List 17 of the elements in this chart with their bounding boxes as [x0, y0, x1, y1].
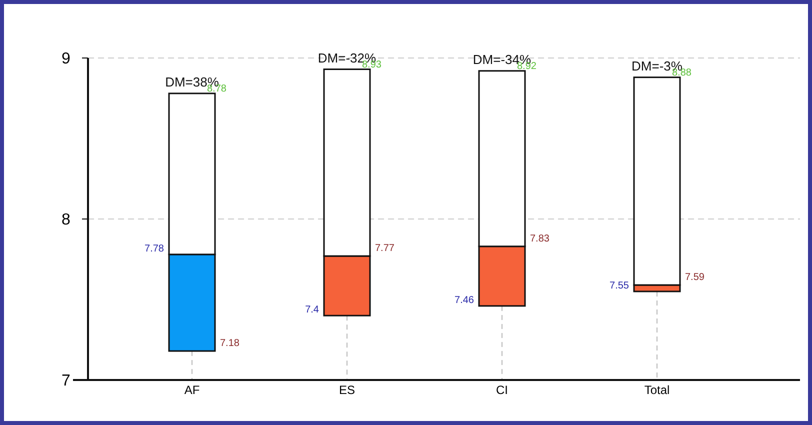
y-tick-label: 8 — [62, 212, 71, 229]
annotation: 7.59 — [685, 272, 705, 284]
x-tick-label: CI — [496, 383, 508, 397]
annotation: 7.18 — [220, 338, 240, 350]
annotation: 7.83 — [530, 233, 550, 244]
annotation: 7.55 — [610, 280, 630, 292]
x-tick-label: Total — [644, 383, 670, 397]
annotation: 8.78 — [207, 83, 227, 94]
x-tick-label: ES — [338, 383, 356, 397]
annotation: 7.46 — [454, 294, 474, 306]
annotation: 7.77 — [375, 243, 395, 254]
annotation: 7.4 — [305, 304, 320, 316]
y-tick-label: 7 — [62, 372, 71, 390]
x-tick-label: AF — [184, 383, 200, 397]
annotation: 7.78 — [144, 243, 164, 254]
annotation: 8.88 — [672, 67, 692, 78]
y-tick-label: 9 — [62, 50, 71, 68]
